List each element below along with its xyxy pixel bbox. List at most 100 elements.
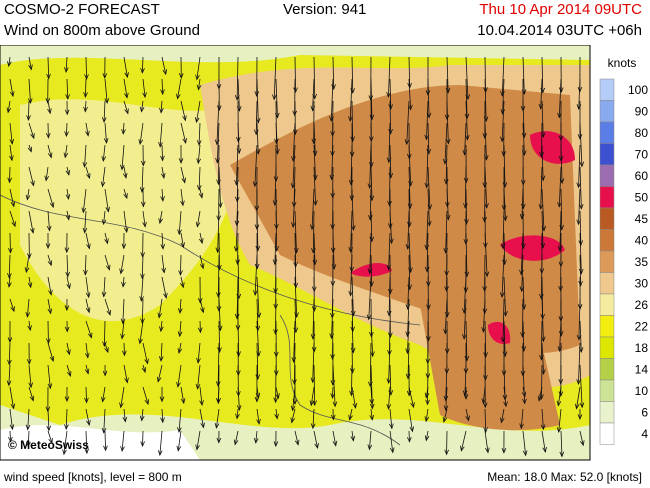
wind-arrow	[408, 408, 413, 432]
wind-arrow	[161, 254, 165, 273]
wind-arrow	[217, 386, 220, 404]
arrow-head	[252, 181, 258, 188]
wind-arrow	[540, 254, 543, 299]
arrow-head	[66, 349, 71, 356]
wind-arrow	[199, 188, 203, 198]
arrow-head	[348, 290, 354, 297]
wind-arrow	[256, 210, 259, 251]
arrow-head	[369, 414, 375, 421]
wind-arrow	[161, 166, 165, 179]
wind-arrow	[161, 276, 167, 298]
arrow-head	[65, 214, 71, 221]
legend-swatch	[599, 143, 615, 166]
arrow-head	[389, 238, 394, 245]
wind-arrow	[66, 276, 71, 289]
arrow-head	[30, 180, 35, 187]
arrow-head	[100, 181, 106, 188]
wind-arrow	[28, 276, 32, 288]
wind-arrow	[522, 56, 525, 94]
legend-swatch	[599, 121, 615, 144]
arrow-head	[120, 318, 126, 325]
wind-arrow	[501, 56, 505, 96]
arrow-head	[236, 351, 241, 358]
arrow-head	[9, 91, 15, 98]
wind-arrow	[579, 232, 582, 274]
arrow-head	[64, 109, 70, 116]
wind-arrow	[541, 188, 545, 231]
legend-swatch	[599, 401, 615, 424]
arrow-head	[27, 98, 33, 104]
wind-arrow	[177, 430, 182, 451]
wind-arrow	[313, 430, 318, 449]
wind-arrow	[484, 166, 488, 208]
arrow-head	[234, 220, 240, 227]
wind-arrow	[503, 386, 507, 407]
arrow-head	[443, 405, 449, 412]
wind-arrow	[197, 364, 201, 389]
wind-arrow	[560, 144, 563, 184]
arrow-head	[501, 205, 507, 211]
arrow-head	[120, 446, 125, 452]
arrow-head	[330, 224, 335, 230]
copyright: © MeteoSwiss	[8, 438, 89, 452]
arrow-head	[140, 160, 146, 167]
wind-arrow	[369, 188, 372, 220]
arrow-head	[557, 201, 562, 208]
legend-label: 4	[641, 427, 648, 441]
arrow-head	[162, 69, 168, 76]
arrow-head	[47, 260, 53, 267]
wind-arrow	[579, 122, 583, 167]
legend-label: 50	[635, 190, 649, 204]
wind-arrow	[26, 298, 30, 317]
legend-swatch	[599, 358, 615, 381]
wind-arrow	[65, 408, 68, 430]
arrow-head	[465, 134, 470, 141]
arrow-head	[122, 172, 128, 179]
wind-arrow	[522, 364, 526, 404]
wind-arrow	[426, 100, 429, 140]
arrow-head	[122, 350, 127, 357]
wind-arrow	[84, 210, 87, 233]
arrow-head	[139, 106, 145, 113]
wind-arrow	[313, 144, 316, 180]
wind-arrow	[104, 188, 109, 212]
border	[0, 194, 421, 326]
wind-arrow	[103, 210, 106, 225]
arrow-head	[426, 220, 432, 227]
arrow-head	[10, 306, 15, 313]
wind-arrow	[273, 56, 277, 100]
wind-arrow	[161, 144, 164, 161]
arrow-head	[370, 351, 375, 358]
wind-arrow	[426, 232, 429, 272]
legend: knots 100 90 80 70 60 50 45 40 35 30 26 22 18 14 10 6 4	[599, 56, 649, 445]
arrow-head	[140, 273, 145, 280]
arrow-head	[25, 194, 31, 201]
wind-arrow	[294, 276, 298, 318]
legend-label: 100	[628, 83, 648, 97]
wind-arrow	[408, 232, 411, 273]
wind-arrow	[313, 166, 317, 206]
wind-arrow	[178, 342, 182, 354]
arrow-head	[293, 282, 299, 289]
arrow-head	[47, 308, 53, 315]
wind-arrow	[407, 276, 410, 309]
wind-arrow	[122, 276, 125, 287]
wind-arrow	[443, 408, 448, 422]
arrow-head	[8, 247, 13, 254]
wind-core	[500, 235, 565, 261]
wind-arrow	[65, 122, 68, 137]
wind-arrow	[540, 78, 543, 109]
arrow-head	[64, 396, 70, 403]
wind-arrow	[408, 144, 412, 186]
wind-arrow	[198, 122, 201, 145]
wind-arrow	[234, 430, 239, 445]
arrow-head	[485, 447, 490, 454]
arrow-head	[122, 416, 128, 423]
wind-arrow	[157, 364, 163, 382]
wind-arrow	[275, 408, 278, 419]
arrow-head	[579, 161, 585, 168]
wind-arrow	[541, 408, 544, 430]
wind-arrow	[465, 408, 469, 421]
arrow-head	[463, 177, 469, 184]
wind-arrow	[389, 408, 393, 429]
